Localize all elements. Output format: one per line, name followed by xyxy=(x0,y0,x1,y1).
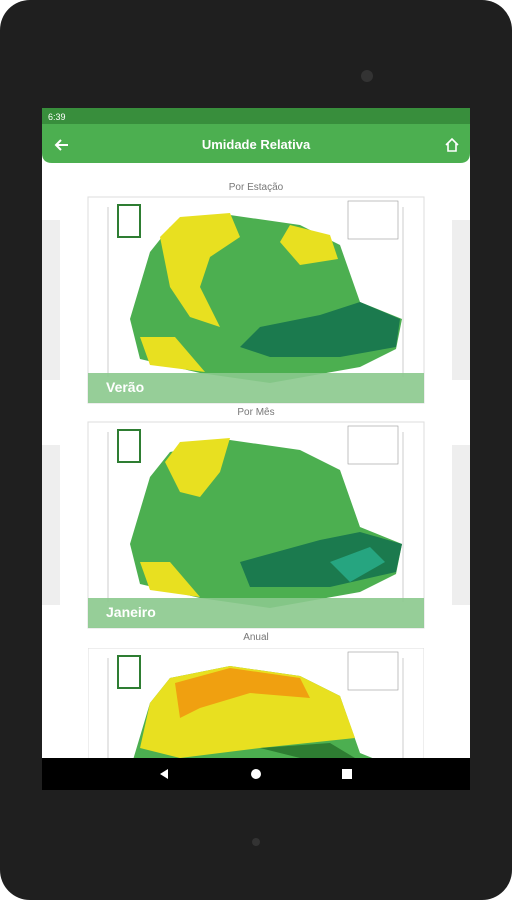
peek-card[interactable] xyxy=(452,220,470,380)
map-card[interactable] xyxy=(88,648,424,854)
section-heading: Por Mês xyxy=(237,407,274,418)
peek-card[interactable] xyxy=(42,220,60,380)
nav-home[interactable] xyxy=(251,769,261,779)
card-caption: Verão xyxy=(106,379,144,395)
camera xyxy=(361,70,373,82)
app-bar xyxy=(42,124,470,163)
peek-card[interactable] xyxy=(42,445,60,605)
nav-back[interactable] xyxy=(160,769,168,779)
section-heading: Por Estação xyxy=(229,182,284,193)
sensor xyxy=(252,838,260,846)
peek-card[interactable] xyxy=(452,445,470,605)
card-caption: Janeiro xyxy=(106,604,156,620)
home-button[interactable] xyxy=(445,137,459,152)
map-card[interactable] xyxy=(87,421,425,629)
nav-recents[interactable] xyxy=(342,769,352,779)
back-button[interactable] xyxy=(54,139,68,151)
map-card[interactable] xyxy=(87,196,425,404)
section-heading: Anual xyxy=(243,632,269,643)
status-time: 6:39 xyxy=(48,112,66,122)
status-bar xyxy=(42,108,470,124)
app-title: Umidade Relativa xyxy=(202,137,311,152)
